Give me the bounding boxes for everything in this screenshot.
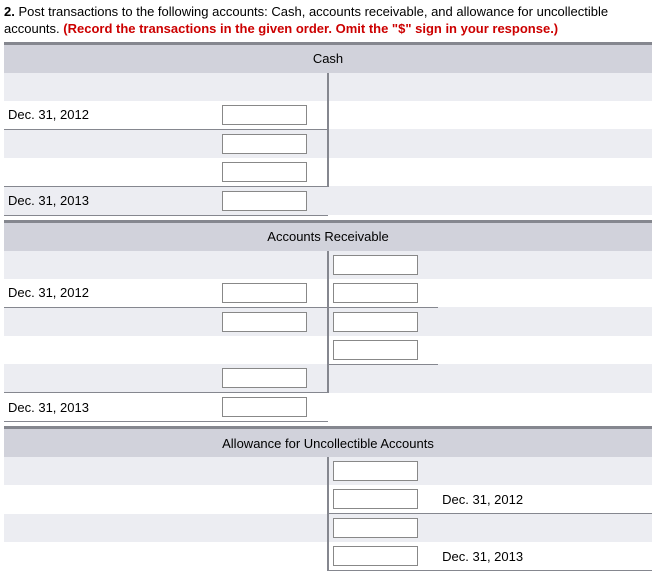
allow-cr-input-4[interactable] xyxy=(333,546,418,566)
cash-dr-input-2[interactable] xyxy=(222,134,307,154)
allowance-title: Allowance for Uncollectible Accounts xyxy=(4,428,652,458)
ar-date-1: Dec. 31, 2012 xyxy=(4,279,218,308)
allow-cr-input-3[interactable] xyxy=(333,518,418,538)
cash-date-2: Dec. 31, 2013 xyxy=(4,186,218,215)
ar-title: Accounts Receivable xyxy=(4,221,652,251)
question-prompt: 2. Post transactions to the following ac… xyxy=(4,4,652,38)
allowance-t-account: Allowance for Uncollectible Accounts Dec… xyxy=(4,426,652,571)
ar-date-2: Dec. 31, 2013 xyxy=(4,393,218,422)
ar-dr-input-2[interactable] xyxy=(222,312,307,332)
allowance-date-1: Dec. 31, 2012 xyxy=(438,485,652,514)
cash-dr-input-4[interactable] xyxy=(222,191,307,211)
allow-cr-input-2[interactable] xyxy=(333,489,418,509)
ar-dr-input-1[interactable] xyxy=(222,283,307,303)
question-instruction: (Record the transactions in the given or… xyxy=(63,21,558,36)
ar-cr-input-1[interactable] xyxy=(333,283,418,303)
ar-cr-input-2[interactable] xyxy=(333,312,418,332)
cash-date-1: Dec. 31, 2012 xyxy=(4,101,218,130)
ar-cr-input-3[interactable] xyxy=(333,340,418,360)
ar-cr-input-0[interactable] xyxy=(333,255,418,275)
cash-t-account: Cash Dec. 31, 2012 Dec. 31, 2013 xyxy=(4,42,652,216)
cash-dr-input-1[interactable] xyxy=(222,105,307,125)
cash-dr-input-3[interactable] xyxy=(222,162,307,182)
ar-dr-input-4[interactable] xyxy=(222,397,307,417)
ar-dr-input-3[interactable] xyxy=(222,368,307,388)
cash-title: Cash xyxy=(4,43,652,73)
question-number: 2. xyxy=(4,4,15,19)
ar-t-account: Accounts Receivable Dec. 31, 2012 Dec. 3… xyxy=(4,220,652,423)
allow-cr-input-1[interactable] xyxy=(333,461,418,481)
allowance-date-2: Dec. 31, 2013 xyxy=(438,542,652,571)
